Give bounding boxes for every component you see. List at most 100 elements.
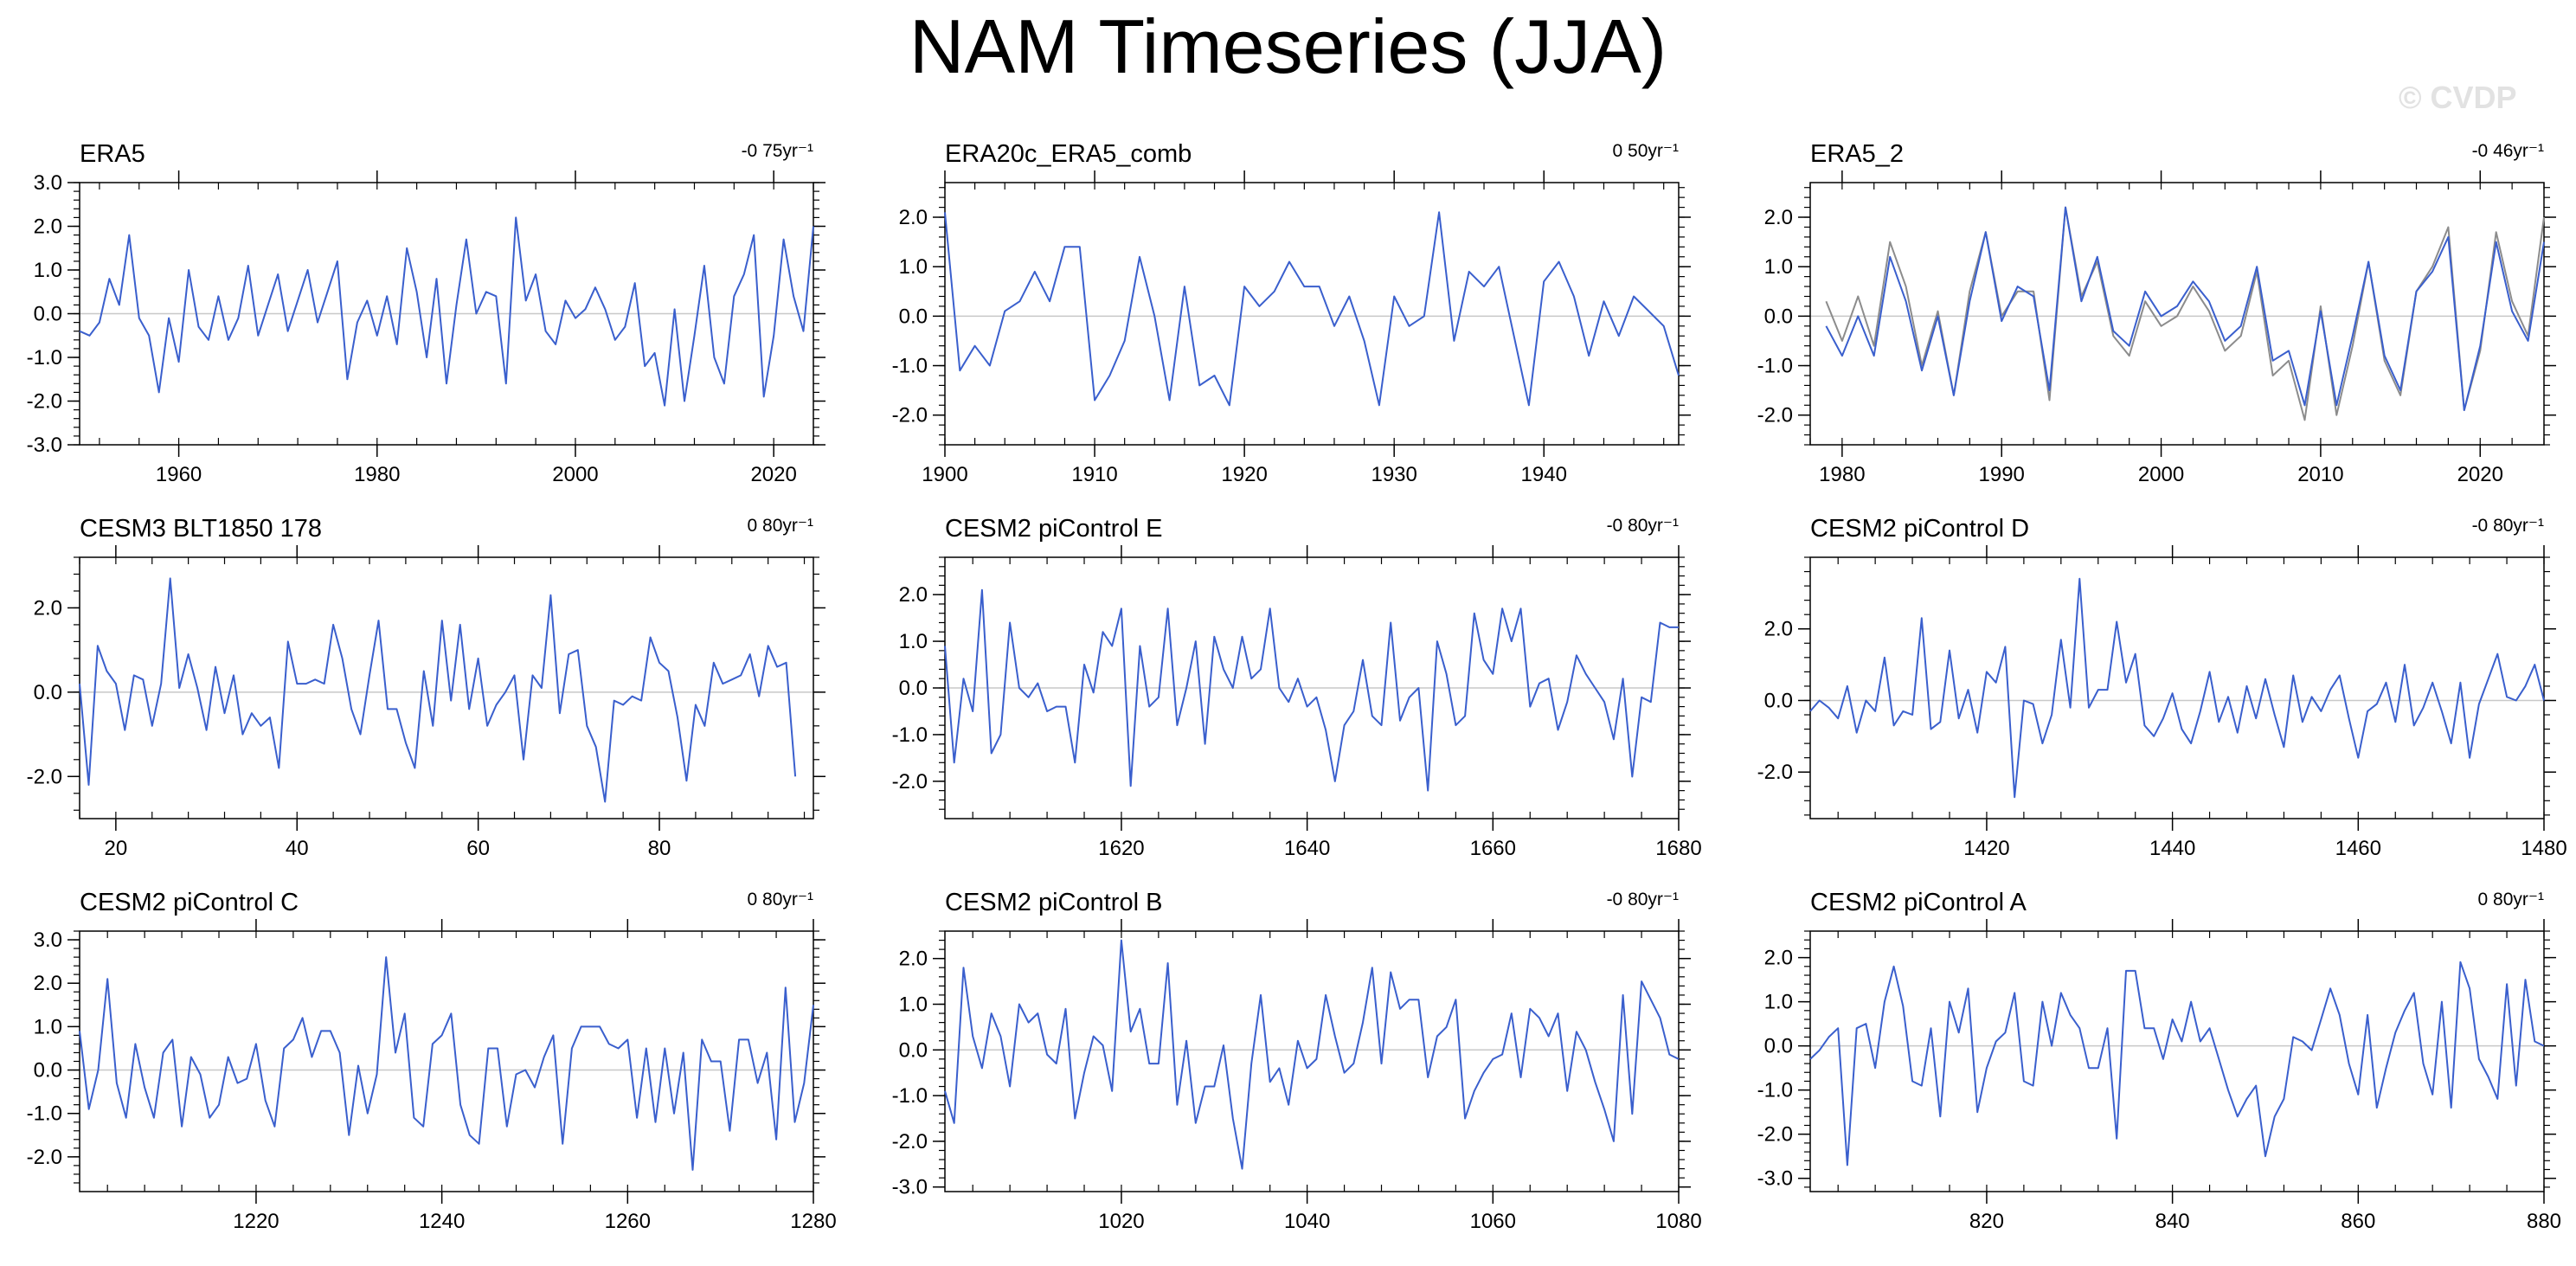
y-tick-label: -1.0 bbox=[1757, 355, 1793, 378]
x-tick-label: 1980 bbox=[1819, 463, 1865, 486]
trend-label: 0 80yr⁻¹ bbox=[748, 890, 813, 909]
y-tick-label: 0.0 bbox=[34, 1059, 62, 1083]
panel-7: CESM2 piControl C 0 80yr⁻¹ 1220 1240 1260 128… bbox=[27, 889, 837, 1233]
plot-frame bbox=[944, 930, 1680, 1192]
y-tick-label: -2.0 bbox=[892, 770, 928, 794]
series-line-1 bbox=[1809, 961, 2545, 1166]
y-tick-label: -2.0 bbox=[892, 1130, 928, 1154]
y-tick-label: 2.0 bbox=[34, 972, 62, 995]
trend-label: -0 80yr⁻¹ bbox=[2472, 516, 2544, 536]
x-tick-label: 1020 bbox=[1098, 1210, 1144, 1233]
y-tick-label: 2.0 bbox=[34, 215, 62, 239]
y-tick-label: 0.0 bbox=[1764, 1035, 1793, 1058]
cvdp-watermark: © CVDP bbox=[2399, 80, 2517, 115]
plot-frame bbox=[1809, 182, 2545, 446]
trend-label: -0 80yr⁻¹ bbox=[1607, 890, 1679, 909]
panel-title: CESM2 piControl C bbox=[80, 889, 299, 916]
y-tick-label: -1.0 bbox=[892, 355, 928, 378]
trend-label: -0 80yr⁻¹ bbox=[1607, 516, 1679, 536]
panel-8: CESM2 piControl B -0 80yr⁻¹ 1020 1040 1060 10… bbox=[892, 889, 1702, 1233]
panel-2: ERA20c_ERA5_comb 0 50yr⁻¹ 1900 1910 1920 1930… bbox=[892, 140, 1691, 486]
x-tick-label: 2020 bbox=[750, 463, 796, 486]
x-tick-label: 1990 bbox=[1979, 463, 2025, 486]
y-tick-label: 1.0 bbox=[899, 255, 928, 279]
x-tick-label: 820 bbox=[1969, 1210, 2004, 1233]
y-tick-label: -3.0 bbox=[1757, 1167, 1793, 1191]
y-tick-label: -1.0 bbox=[27, 346, 62, 370]
x-tick-label: 1260 bbox=[605, 1210, 651, 1233]
x-tick-label: 1940 bbox=[1521, 463, 1567, 486]
trend-label: 0 80yr⁻¹ bbox=[748, 516, 813, 536]
x-tick-label: 40 bbox=[286, 837, 309, 860]
y-tick-label: -1.0 bbox=[1757, 1079, 1793, 1102]
y-tick-label: 2.0 bbox=[899, 206, 928, 229]
y-tick-label: 1.0 bbox=[899, 630, 928, 653]
y-tick-label: 0.0 bbox=[34, 303, 62, 326]
panel-4: CESM3 BLT1850 178 0 80yr⁻¹ 20 40 60 80 -2.0 0.0… bbox=[27, 515, 825, 860]
y-tick-label: 0.0 bbox=[1764, 689, 1793, 712]
y-tick-label: 3.0 bbox=[34, 171, 62, 195]
panel-title: CESM2 piControl E bbox=[945, 515, 1162, 543]
x-tick-label: 2010 bbox=[2297, 463, 2343, 486]
y-tick-label: -2.0 bbox=[1757, 761, 1793, 784]
y-tick-label: 3.0 bbox=[34, 929, 62, 952]
y-tick-label: -2.0 bbox=[27, 765, 62, 788]
series-line-1 bbox=[944, 939, 1680, 1170]
series-line-1 bbox=[1809, 577, 2545, 799]
y-tick-label: 2.0 bbox=[899, 948, 928, 971]
x-tick-label: 2000 bbox=[552, 463, 598, 486]
plot-frame bbox=[944, 182, 1680, 446]
y-tick-label: -2.0 bbox=[892, 404, 928, 427]
series-line-1 bbox=[79, 956, 814, 1171]
trend-label: -0 75yr⁻¹ bbox=[742, 141, 813, 161]
series-line-1 bbox=[79, 216, 814, 407]
y-tick-label: 0.0 bbox=[899, 1038, 928, 1062]
panel-5: CESM2 piControl E -0 80yr⁻¹ 1620 1640 1660 16… bbox=[892, 515, 1702, 860]
y-tick-label: 1.0 bbox=[899, 993, 928, 1016]
series-line-1 bbox=[79, 577, 797, 803]
x-tick-label: 2020 bbox=[2457, 463, 2503, 486]
x-tick-label: 60 bbox=[466, 837, 490, 860]
x-tick-label: 880 bbox=[2527, 1210, 2561, 1233]
series-line-2 bbox=[1825, 206, 2545, 411]
y-tick-label: -1.0 bbox=[892, 723, 928, 747]
x-tick-label: 1040 bbox=[1284, 1210, 1330, 1233]
x-tick-label: 1080 bbox=[1655, 1210, 1701, 1233]
series-line-1 bbox=[944, 211, 1680, 407]
x-tick-label: 80 bbox=[648, 837, 671, 860]
x-tick-label: 1460 bbox=[2335, 837, 2381, 860]
x-tick-label: 1660 bbox=[1470, 837, 1516, 860]
x-tick-label: 1420 bbox=[1963, 837, 2009, 860]
x-tick-label: 2000 bbox=[2138, 463, 2184, 486]
y-tick-label: -3.0 bbox=[892, 1176, 928, 1199]
plot-frame bbox=[1809, 556, 2545, 819]
x-tick-label: 1910 bbox=[1071, 463, 1117, 486]
y-tick-label: 1.0 bbox=[34, 259, 62, 282]
trend-label: 0 50yr⁻¹ bbox=[1613, 141, 1679, 161]
x-tick-label: 1960 bbox=[156, 463, 202, 486]
y-tick-label: 1.0 bbox=[34, 1015, 62, 1038]
x-tick-label: 1280 bbox=[790, 1210, 836, 1233]
y-tick-label: 0.0 bbox=[899, 677, 928, 700]
x-tick-label: 1640 bbox=[1284, 837, 1330, 860]
y-tick-label: -1.0 bbox=[27, 1102, 62, 1126]
plot-frame bbox=[1809, 930, 2545, 1192]
panel-9: CESM2 piControl A 0 80yr⁻¹ 820 840 860 880 -3.… bbox=[1757, 889, 2561, 1233]
y-tick-label: 0.0 bbox=[899, 305, 928, 328]
panel-title: CESM2 piControl A bbox=[1810, 889, 2027, 916]
x-tick-label: 1220 bbox=[233, 1210, 279, 1233]
y-tick-label: 1.0 bbox=[1764, 991, 1793, 1014]
x-tick-label: 1240 bbox=[419, 1210, 465, 1233]
x-tick-label: 860 bbox=[2341, 1210, 2375, 1233]
x-tick-label: 1680 bbox=[1655, 837, 1701, 860]
y-tick-label: 2.0 bbox=[1764, 947, 1793, 970]
y-tick-label: 2.0 bbox=[34, 596, 62, 620]
y-tick-label: 0.0 bbox=[34, 681, 62, 704]
x-tick-label: 1480 bbox=[2521, 837, 2566, 860]
panel-1: ERA5 -0 75yr⁻¹ 1960 1980 2000 2020 -3.0 -2.0 -1.… bbox=[27, 140, 825, 486]
series-line-1 bbox=[944, 588, 1679, 792]
trend-label: -0 46yr⁻¹ bbox=[2472, 141, 2544, 161]
panel-title: ERA5 bbox=[80, 140, 145, 168]
y-tick-label: 2.0 bbox=[1764, 206, 1793, 229]
